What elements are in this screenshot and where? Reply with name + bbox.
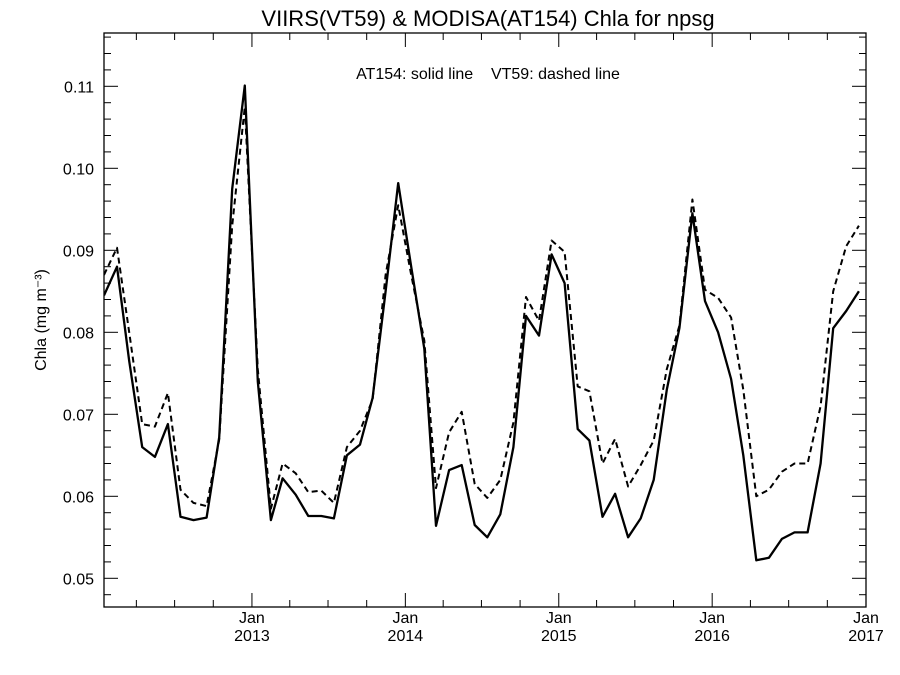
x-tick-label-month: Jan	[853, 610, 879, 627]
x-tick-label-year: 2017	[848, 628, 884, 645]
y-tick-label: 0.11	[64, 79, 94, 96]
x-tick-label-month: Jan	[392, 610, 418, 627]
y-tick-label: 0.07	[63, 407, 94, 424]
y-tick-label: 0.06	[63, 489, 94, 506]
y-tick-label: 0.05	[63, 571, 94, 588]
x-tick-label-month: Jan	[699, 610, 725, 627]
chart-title: VIIRS(VT59) & MODISA(AT154) Chla for nps…	[261, 6, 714, 31]
x-tick-label-year: 2013	[234, 628, 270, 645]
y-axis-label: Chla (mg m⁻³)	[33, 269, 50, 371]
x-tick-label-year: 2014	[388, 628, 424, 645]
y-tick-label: 0.08	[63, 325, 94, 342]
x-tick-label-month: Jan	[546, 610, 572, 627]
x-tick-label-year: 2015	[541, 628, 577, 645]
y-tick-label: 0.10	[63, 161, 94, 178]
x-tick-label-year: 2016	[694, 628, 730, 645]
x-tick-label-month: Jan	[239, 610, 265, 627]
line-style-annotation: AT154: solid line VT59: dashed line	[356, 66, 620, 83]
y-tick-label: 0.09	[63, 243, 94, 260]
plot-clip-group	[104, 84, 860, 562]
series-line-at154	[104, 84, 860, 562]
axis-ticks	[104, 33, 867, 607]
series-line-vt59	[104, 105, 860, 510]
axis-tick-labels: 0.050.060.070.080.090.100.11Jan2013Jan20…	[63, 79, 884, 645]
plot-frame	[103, 32, 867, 608]
